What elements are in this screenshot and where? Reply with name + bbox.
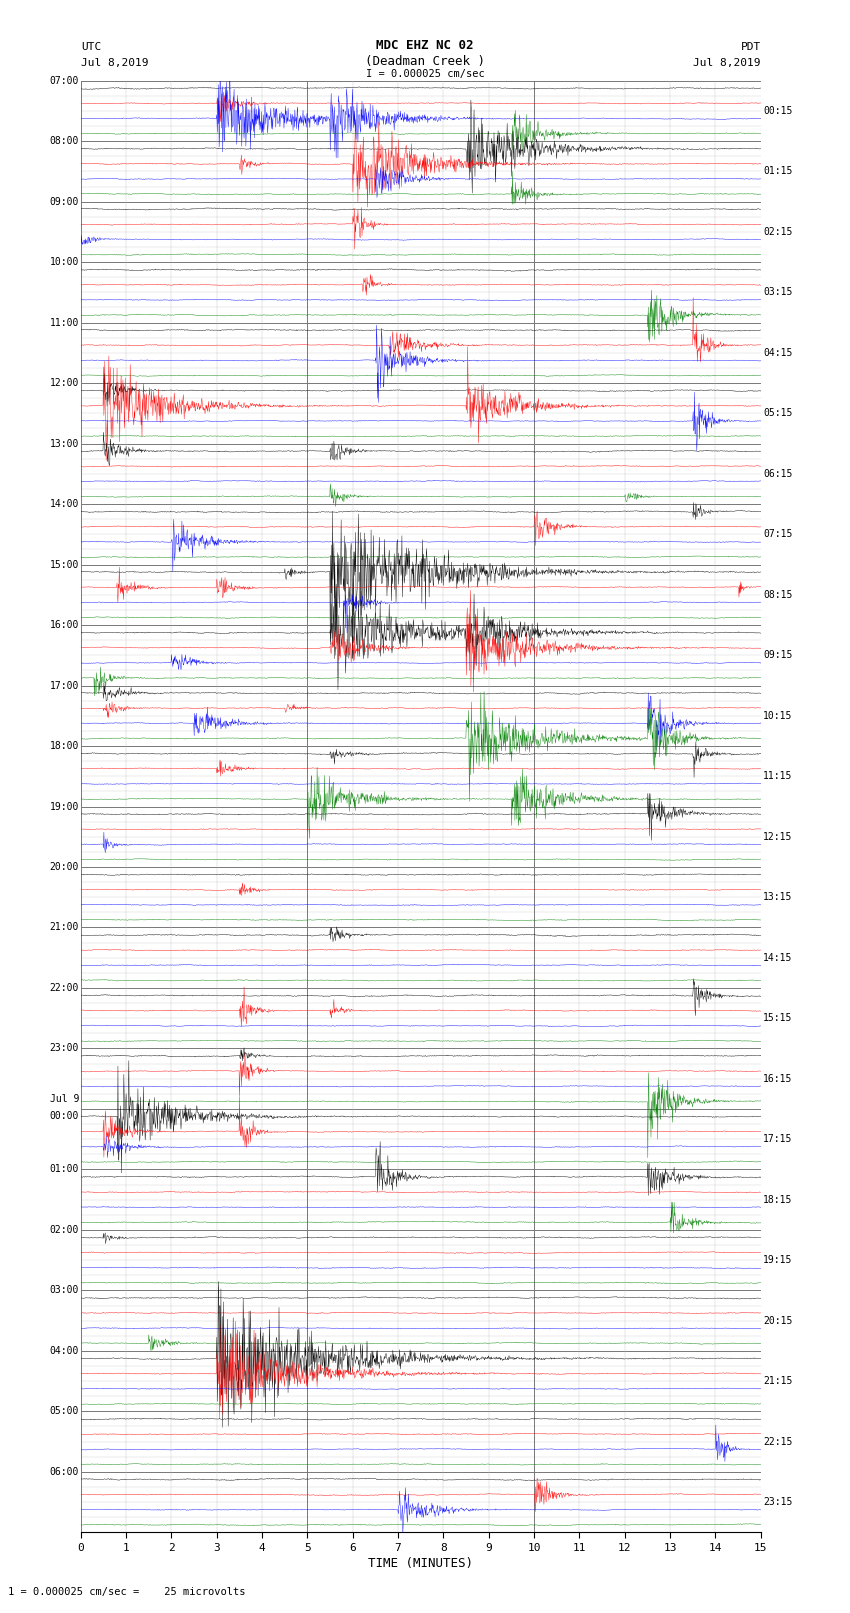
Text: 01:15: 01:15 bbox=[763, 166, 793, 176]
Text: 05:15: 05:15 bbox=[763, 408, 793, 418]
Text: 11:00: 11:00 bbox=[49, 318, 79, 327]
Text: 17:00: 17:00 bbox=[49, 681, 79, 690]
Text: 12:00: 12:00 bbox=[49, 377, 79, 389]
Text: PDT: PDT bbox=[740, 42, 761, 52]
Text: 09:15: 09:15 bbox=[763, 650, 793, 660]
Text: 07:15: 07:15 bbox=[763, 529, 793, 539]
Text: 15:00: 15:00 bbox=[49, 560, 79, 569]
Text: MDC EHZ NC 02: MDC EHZ NC 02 bbox=[377, 39, 473, 52]
Text: UTC: UTC bbox=[81, 42, 101, 52]
Text: 20:15: 20:15 bbox=[763, 1316, 793, 1326]
Text: Jul 8,2019: Jul 8,2019 bbox=[81, 58, 148, 68]
Text: 15:15: 15:15 bbox=[763, 1013, 793, 1023]
Text: 13:00: 13:00 bbox=[49, 439, 79, 448]
Text: 19:00: 19:00 bbox=[49, 802, 79, 811]
Text: 06:00: 06:00 bbox=[49, 1466, 79, 1478]
Text: 21:15: 21:15 bbox=[763, 1376, 793, 1386]
Text: 21:00: 21:00 bbox=[49, 923, 79, 932]
Text: 05:00: 05:00 bbox=[49, 1407, 79, 1416]
Text: 16:00: 16:00 bbox=[49, 619, 79, 631]
Text: Jul 9: Jul 9 bbox=[49, 1094, 79, 1105]
Text: 17:15: 17:15 bbox=[763, 1134, 793, 1144]
Text: 18:00: 18:00 bbox=[49, 740, 79, 752]
Text: 09:00: 09:00 bbox=[49, 197, 79, 206]
Text: 02:00: 02:00 bbox=[49, 1224, 79, 1236]
Text: 18:15: 18:15 bbox=[763, 1195, 793, 1205]
Text: 14:15: 14:15 bbox=[763, 953, 793, 963]
Text: 16:15: 16:15 bbox=[763, 1074, 793, 1084]
Text: 13:15: 13:15 bbox=[763, 892, 793, 902]
Text: 02:15: 02:15 bbox=[763, 227, 793, 237]
Text: 08:15: 08:15 bbox=[763, 590, 793, 600]
Text: 07:00: 07:00 bbox=[49, 76, 79, 85]
Text: 10:00: 10:00 bbox=[49, 256, 79, 268]
Text: 1 = 0.000025 cm/sec =    25 microvolts: 1 = 0.000025 cm/sec = 25 microvolts bbox=[8, 1587, 246, 1597]
Text: 20:00: 20:00 bbox=[49, 861, 79, 873]
Text: 10:15: 10:15 bbox=[763, 711, 793, 721]
Text: 01:00: 01:00 bbox=[49, 1165, 79, 1174]
Text: 06:15: 06:15 bbox=[763, 469, 793, 479]
Text: 22:00: 22:00 bbox=[49, 982, 79, 994]
Text: 04:00: 04:00 bbox=[49, 1345, 79, 1357]
Text: 04:15: 04:15 bbox=[763, 348, 793, 358]
Text: 00:00: 00:00 bbox=[49, 1111, 79, 1121]
Text: 03:15: 03:15 bbox=[763, 287, 793, 297]
X-axis label: TIME (MINUTES): TIME (MINUTES) bbox=[368, 1557, 473, 1569]
Text: 23:00: 23:00 bbox=[49, 1044, 79, 1053]
Text: 23:15: 23:15 bbox=[763, 1497, 793, 1507]
Text: 19:15: 19:15 bbox=[763, 1255, 793, 1265]
Text: 08:00: 08:00 bbox=[49, 135, 79, 147]
Text: 22:15: 22:15 bbox=[763, 1437, 793, 1447]
Text: I = 0.000025 cm/sec: I = 0.000025 cm/sec bbox=[366, 69, 484, 79]
Text: 14:00: 14:00 bbox=[49, 498, 79, 510]
Text: 03:00: 03:00 bbox=[49, 1286, 79, 1295]
Text: 12:15: 12:15 bbox=[763, 832, 793, 842]
Text: (Deadman Creek ): (Deadman Creek ) bbox=[365, 55, 485, 68]
Text: 00:15: 00:15 bbox=[763, 106, 793, 116]
Text: Jul 8,2019: Jul 8,2019 bbox=[694, 58, 761, 68]
Text: 11:15: 11:15 bbox=[763, 771, 793, 781]
